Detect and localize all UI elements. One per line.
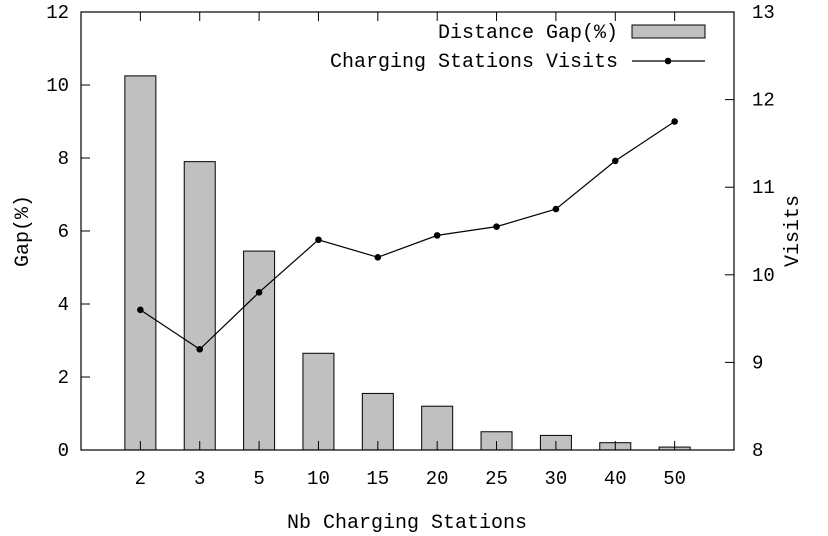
visits-point-3 (196, 345, 204, 353)
y-tick-label-8: 8 (58, 148, 69, 170)
x-tick-label-20: 20 (426, 468, 449, 490)
legend-label-station-visits: Charging Stations Visits (330, 51, 618, 74)
visits-point-30 (552, 205, 560, 213)
x-axis-title: Nb Charging Stations (287, 512, 527, 535)
plot-frame (80, 11, 735, 451)
legend-label-distance-gap: Distance Gap(%) (438, 22, 618, 45)
x-tick-label-30: 30 (545, 468, 568, 490)
visits-point-2 (137, 306, 144, 314)
line-layer (137, 118, 678, 353)
x-tick-label-25: 25 (485, 468, 508, 490)
visits-point-40 (611, 157, 619, 165)
y2-tick-label-12: 12 (752, 90, 775, 112)
legend-marker-station-visits (664, 57, 672, 65)
y-tick-label-4: 4 (58, 294, 69, 316)
visits-point-10 (315, 236, 322, 244)
ticks-layer (81, 11, 734, 451)
x-tick-label-10: 10 (307, 468, 330, 490)
bar-2 (124, 75, 157, 451)
y2-tick-label-10: 10 (752, 265, 775, 287)
y-tick-label-6: 6 (58, 221, 69, 243)
x-tick-label-2: 2 (135, 468, 146, 490)
x-tick-label-50: 50 (663, 468, 686, 490)
y2-tick-label-8: 8 (752, 440, 763, 462)
bar-3 (183, 161, 216, 451)
tick-labels: 0 2 4 6 8 10 12 8 9 10 11 12 13 2 3 5 10 15 20 25 30 40 50 (46, 2, 775, 490)
legend: Distance Gap(%) Charging Stations Visits (330, 22, 706, 74)
visits-point-15 (374, 253, 382, 261)
visits-point-5 (255, 289, 263, 296)
bar-15 (361, 392, 394, 451)
visits-point-25 (493, 223, 500, 230)
bar-5 (243, 250, 276, 451)
y2-tick-label-9: 9 (752, 352, 763, 374)
y2-axis-title: Visits (782, 195, 805, 267)
y-axis-title: Gap(%) (12, 195, 35, 267)
bar-10 (302, 352, 335, 451)
y2-tick-label-11: 11 (752, 177, 775, 199)
bars-layer (124, 75, 691, 451)
x-tick-label-3: 3 (194, 468, 205, 490)
y2-tick-label-13: 13 (752, 2, 775, 24)
x-tick-label-15: 15 (366, 468, 389, 490)
visits-line (140, 121, 675, 351)
y-tick-label-0: 0 (58, 440, 69, 462)
visits-point-20 (433, 232, 441, 239)
x-tick-label-40: 40 (604, 468, 627, 490)
y-tick-label-10: 10 (46, 75, 69, 97)
x-tick-label-5: 5 (253, 468, 264, 490)
visits-point-50 (671, 118, 678, 125)
legend-swatch-distance-gap (631, 24, 706, 39)
y-tick-label-2: 2 (58, 367, 69, 389)
y-tick-label-12: 12 (46, 2, 69, 24)
